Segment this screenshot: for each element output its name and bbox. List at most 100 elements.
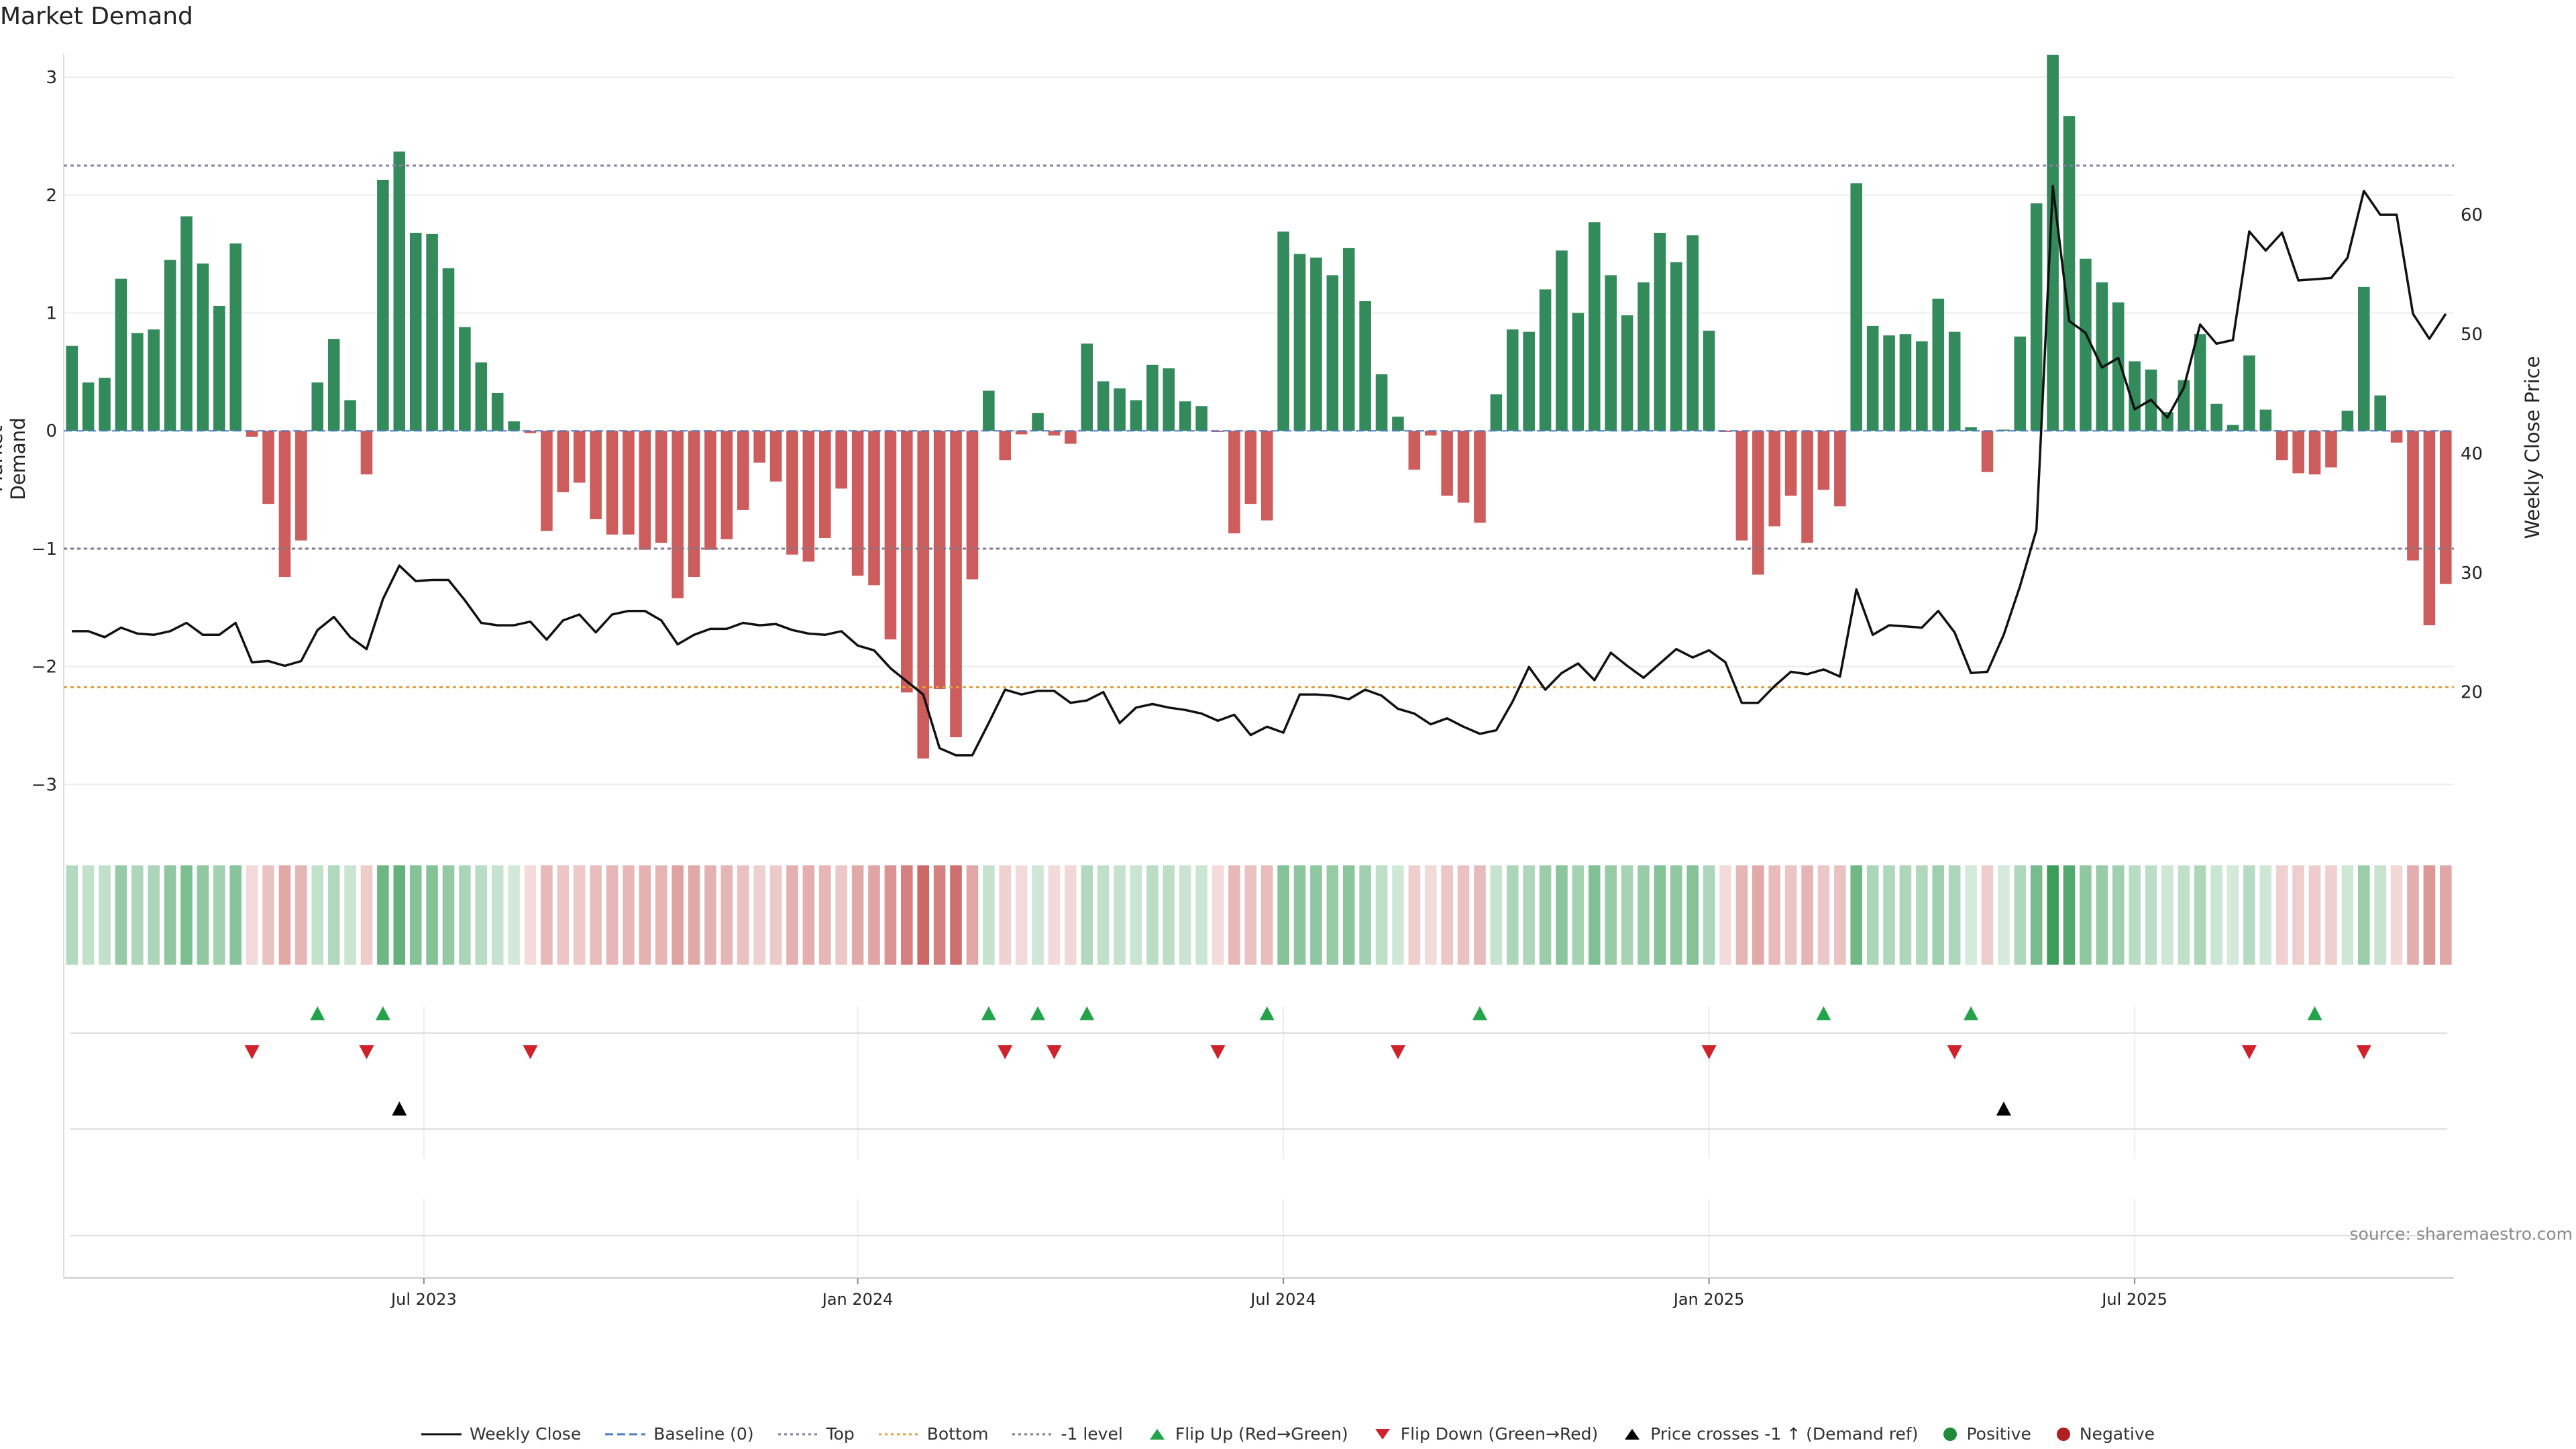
demand-bar bbox=[541, 431, 553, 531]
demand-bar bbox=[1866, 325, 1879, 431]
heat-strip-cell bbox=[2112, 865, 2125, 965]
heat-strip-cell bbox=[2063, 865, 2076, 965]
heat-strip-cell bbox=[295, 865, 307, 965]
heat-strip-cell bbox=[1163, 865, 1175, 965]
legend-item-flip-up: Flip Up (Red→Green) bbox=[1147, 1424, 1348, 1444]
demand-bar bbox=[1392, 417, 1404, 431]
heat-strip-cell bbox=[966, 865, 979, 965]
demand-bar bbox=[1883, 335, 1895, 431]
heat-strip-cell bbox=[720, 865, 733, 965]
heat-strip-cell bbox=[327, 865, 340, 965]
demand-bar bbox=[360, 431, 373, 475]
flip-down-marker bbox=[1947, 1045, 1962, 1059]
demand-bar bbox=[1768, 431, 1781, 527]
heat-strip-cell bbox=[983, 865, 995, 965]
y-tick-label: −3 bbox=[32, 775, 57, 795]
flip-down-marker bbox=[359, 1045, 374, 1059]
heat-strip-cell bbox=[1768, 865, 1781, 965]
demand-bar bbox=[1441, 431, 1453, 496]
demand-bar bbox=[426, 233, 438, 431]
flip-down-marker bbox=[1701, 1045, 1717, 1059]
demand-bar bbox=[1686, 235, 1699, 431]
heat-strip-cell bbox=[2407, 865, 2419, 965]
demand-bar bbox=[1784, 431, 1797, 496]
flip-down-marker bbox=[1046, 1045, 1062, 1059]
heat-strip-cell bbox=[2308, 865, 2321, 965]
demand-bar bbox=[1670, 262, 1682, 431]
heat-strip-cell bbox=[1998, 865, 2010, 965]
demand-bar bbox=[295, 431, 307, 541]
heat-strip-cell bbox=[2047, 865, 2059, 965]
heat-strip-cell bbox=[524, 865, 537, 965]
demand-bar bbox=[1506, 329, 1519, 431]
line-dotted-icon bbox=[777, 1433, 818, 1435]
flip-down-marker bbox=[998, 1045, 1013, 1059]
heat-strip-cell bbox=[2325, 865, 2337, 965]
demand-bar bbox=[966, 431, 979, 580]
demand-bar bbox=[475, 362, 488, 431]
heat-strip-cell bbox=[786, 865, 798, 965]
heat-strip-cell bbox=[1817, 865, 1830, 965]
demand-bar bbox=[1293, 254, 1306, 431]
heat-strip-cell bbox=[2096, 865, 2108, 965]
demand-bar bbox=[819, 431, 831, 539]
demand-bar bbox=[2112, 302, 2125, 431]
heat-strip-cell bbox=[1638, 865, 1650, 965]
dot-red-icon bbox=[2056, 1427, 2070, 1441]
demand-bar bbox=[1032, 413, 1044, 431]
y-right-tick-label: 30 bbox=[2461, 564, 2483, 584]
heat-strip-cell bbox=[606, 865, 619, 965]
demand-bar bbox=[1817, 431, 1830, 490]
heat-strip-cell bbox=[623, 865, 635, 965]
heat-strip-cell bbox=[1228, 865, 1240, 965]
demand-bar bbox=[131, 333, 144, 431]
demand-bar bbox=[1163, 368, 1175, 431]
heat-strip-cell bbox=[2161, 865, 2174, 965]
heat-strip-cell bbox=[868, 865, 880, 965]
heat-strip-cell bbox=[99, 865, 111, 965]
source-note: source: sharemaestro.com bbox=[2349, 1224, 2573, 1244]
flip-up-marker bbox=[1472, 1006, 1487, 1020]
heat-strip-cell bbox=[164, 865, 176, 965]
legend-item-negative: Negative bbox=[2055, 1424, 2155, 1444]
heat-strip-cell bbox=[1981, 865, 1994, 965]
heat-strip-cell bbox=[1359, 865, 1371, 965]
demand-bar bbox=[1310, 257, 1322, 431]
y-tick-label: −2 bbox=[32, 657, 57, 678]
heat-strip-cell bbox=[229, 865, 242, 965]
demand-bar bbox=[2080, 258, 2092, 431]
demand-bar bbox=[786, 431, 798, 555]
demand-bar bbox=[1834, 431, 1846, 506]
demand-bar bbox=[917, 431, 930, 759]
flip-up-marker bbox=[1964, 1006, 1979, 1020]
heat-strip-cell bbox=[2423, 865, 2436, 965]
demand-bar bbox=[1572, 313, 1585, 431]
heat-strip-cell bbox=[655, 865, 667, 965]
legend-item-minus-one-level: -1 level bbox=[1012, 1424, 1123, 1444]
demand-bar bbox=[1735, 431, 1748, 541]
heat-strip-cell bbox=[1654, 865, 1666, 965]
heat-strip-cell bbox=[262, 865, 274, 965]
heat-strip-cell bbox=[1752, 865, 1764, 965]
heat-strip-cell bbox=[311, 865, 324, 965]
legend-item-positive: Positive bbox=[1942, 1424, 2031, 1444]
demand-bar bbox=[1097, 381, 1110, 431]
demand-bar bbox=[377, 179, 389, 431]
flip-up-marker bbox=[310, 1006, 325, 1020]
heat-strip-cell bbox=[753, 865, 765, 965]
heat-strip-cell bbox=[2145, 865, 2157, 965]
demand-bar bbox=[1588, 222, 1601, 431]
demand-bar bbox=[950, 431, 962, 738]
heat-strip-cell bbox=[1032, 865, 1044, 965]
demand-bar bbox=[311, 382, 324, 431]
demand-bar bbox=[1605, 275, 1617, 431]
line-solid-icon bbox=[421, 1433, 462, 1435]
demand-bar bbox=[2129, 361, 2141, 431]
demand-bar bbox=[2063, 116, 2076, 431]
demand-bar bbox=[639, 431, 651, 550]
demand-bar bbox=[835, 431, 847, 489]
demand-bar bbox=[1114, 388, 1126, 431]
line-dotted-gray-icon bbox=[1012, 1433, 1053, 1435]
demand-bar bbox=[2423, 431, 2436, 626]
demand-bar bbox=[2275, 431, 2288, 461]
